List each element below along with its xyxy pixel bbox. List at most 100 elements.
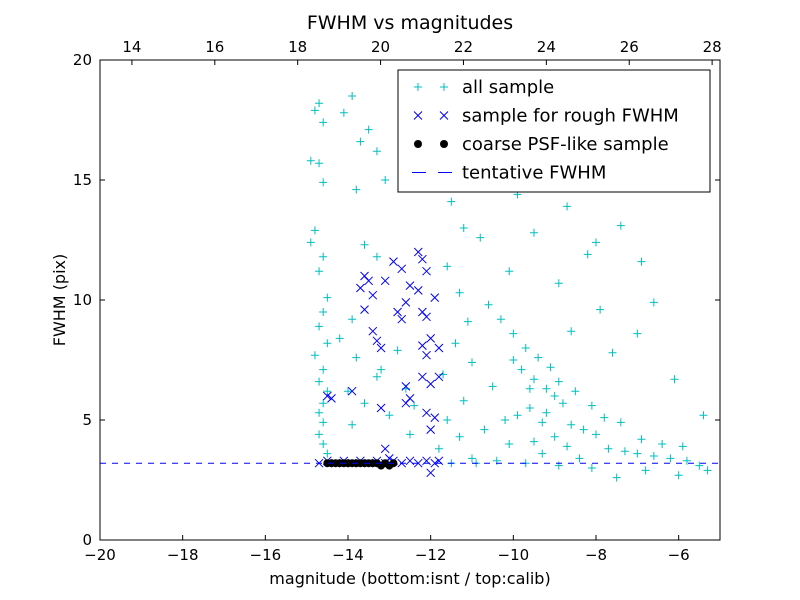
data-point-plus (604, 444, 613, 453)
data-point-plus (344, 387, 352, 396)
data-point-plus (484, 300, 493, 309)
data-point-plus (440, 83, 448, 91)
data-point-x (368, 290, 378, 300)
data-point-plus (443, 262, 452, 271)
data-point-x (327, 394, 336, 403)
data-point-plus (459, 396, 468, 405)
top-x-tick-label: 16 (205, 38, 224, 56)
data-point-plus (434, 444, 443, 453)
x-tick-label: −8 (585, 546, 607, 564)
x-tick-label: −6 (668, 546, 690, 564)
data-point-plus (649, 452, 658, 460)
data-point-plus (674, 471, 683, 480)
top-x-tick-label: 28 (703, 38, 722, 56)
data-point-x (360, 305, 369, 314)
data-point-plus (558, 399, 567, 408)
data-point-x (426, 468, 436, 478)
data-point-x (397, 264, 407, 274)
data-point-plus (525, 404, 534, 412)
data-point-plus (546, 363, 555, 372)
data-point-plus (637, 257, 646, 266)
data-point-plus (592, 238, 600, 247)
x-axis-label: magnitude (bottom:isnt / top:calib) (269, 569, 550, 588)
data-point-plus (439, 370, 448, 379)
data-point-x (434, 372, 444, 382)
data-point-x (401, 298, 411, 307)
data-point-plus (372, 372, 381, 381)
data-point-x (376, 343, 386, 353)
top-x-tick-label: 24 (537, 38, 556, 56)
data-point-plus (670, 375, 679, 384)
data-point-plus (315, 322, 324, 331)
data-point-plus (509, 356, 518, 364)
x-tick-label: −12 (415, 546, 447, 564)
data-point-x (356, 283, 365, 293)
data-point-x (413, 458, 423, 468)
data-point-plus (476, 233, 485, 242)
data-point-x (401, 398, 411, 408)
top-x-tick-label: 18 (288, 38, 307, 56)
data-point-plus (364, 125, 373, 134)
data-point-x (413, 111, 423, 120)
data-point-plus (377, 365, 386, 374)
data-point-plus (501, 416, 510, 424)
data-point-plus (352, 185, 361, 194)
data-point-plus (372, 147, 381, 156)
data-point-plus (414, 83, 422, 91)
data-point-plus (310, 226, 319, 235)
data-point-x (422, 266, 431, 276)
data-point-plus (666, 454, 675, 463)
legend-label: sample for rough FWHM (462, 106, 679, 127)
data-point-x (389, 257, 398, 266)
data-point-plus (703, 466, 712, 475)
data-point-plus (410, 401, 419, 410)
data-point-plus (335, 334, 344, 343)
data-point-plus (372, 252, 381, 261)
x-tick-label: −18 (167, 546, 199, 564)
data-point-plus (563, 442, 572, 451)
data-point-plus (509, 329, 518, 338)
data-point-x (380, 444, 390, 454)
data-point-plus (567, 420, 576, 429)
data-point-x (397, 314, 407, 324)
data-point-plus (348, 420, 357, 429)
top-x-tick-label: 26 (620, 38, 639, 56)
data-point-plus (554, 377, 563, 386)
data-point-x (418, 372, 427, 382)
data-point-plus (323, 293, 332, 302)
data-point-x (426, 379, 436, 389)
ticks: −20 −18 −16 −14 −12 −10 −8 −6 14 16 18 20 22 24 26 28 0 5… (73, 38, 722, 564)
y-tick-label: 10 (73, 291, 92, 309)
data-point-plus (538, 449, 547, 458)
data-point-plus (678, 442, 687, 451)
data-point-plus (310, 351, 319, 360)
x-tick-label: −20 (84, 546, 116, 564)
data-point-plus (319, 418, 328, 427)
data-point-plus (356, 137, 365, 146)
data-point-plus (463, 317, 472, 326)
chart-title: FWHM vs magnitudes (307, 12, 513, 34)
data-point-plus (306, 156, 315, 165)
data-point-plus (649, 298, 658, 307)
data-point-x (401, 382, 411, 391)
y-axis-label: FWHM (pix) (50, 254, 69, 347)
data-point-plus (323, 387, 332, 396)
data-point-plus (633, 329, 642, 338)
data-point-plus (352, 353, 361, 362)
data-point-plus (525, 384, 534, 393)
data-point-plus (406, 430, 414, 439)
data-point-plus (348, 315, 357, 324)
data-point-plus (587, 401, 596, 410)
data-point-plus (488, 382, 497, 391)
data-point-plus (575, 454, 584, 463)
data-point-plus (459, 224, 468, 232)
data-point-plus (620, 447, 629, 456)
data-point-plus (534, 353, 543, 362)
data-point-plus (592, 430, 600, 439)
data-point-plus (513, 411, 522, 420)
x-tick-label: −16 (250, 546, 282, 564)
data-point-plus (637, 435, 646, 444)
top-x-tick-label: 20 (371, 38, 390, 56)
data-point-plus (530, 375, 538, 384)
data-point-plus (550, 432, 559, 441)
